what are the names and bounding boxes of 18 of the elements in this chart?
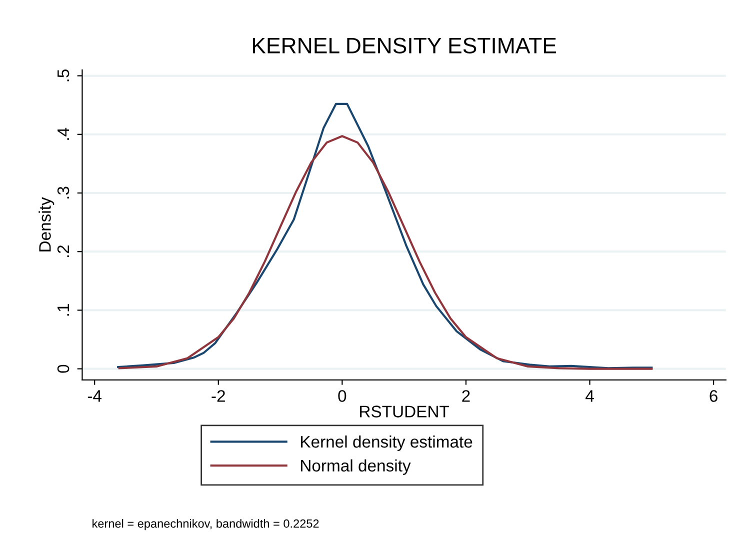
x-tick-label: 4	[586, 390, 594, 402]
chart-title: KERNEL DENSITY ESTIMATE	[252, 38, 556, 54]
y-tick-label: .2	[57, 245, 70, 258]
legend-label: Kernel density estimate	[301, 435, 472, 452]
legend-label: Normal density	[301, 459, 411, 475]
x-tick-label: 0	[338, 390, 346, 402]
y-tick-label: 0	[57, 364, 70, 373]
y-tick-label: .4	[58, 128, 70, 140]
x-axis-title: RSTUDENT	[360, 406, 450, 418]
y-tick-label: .1	[58, 304, 70, 316]
x-tick-label: -4	[88, 390, 102, 402]
y-axis-title: Density	[38, 197, 54, 252]
text: kernel = epanechnikov, bandwidth = 0.2252	[92, 519, 319, 530]
x-tick-label: 2	[462, 390, 470, 402]
x-tick-label: -2	[212, 390, 225, 402]
x-tick-label: 6	[710, 390, 718, 402]
y-tick-label: .5	[58, 70, 70, 82]
y-tick-label: .3	[57, 186, 70, 198]
